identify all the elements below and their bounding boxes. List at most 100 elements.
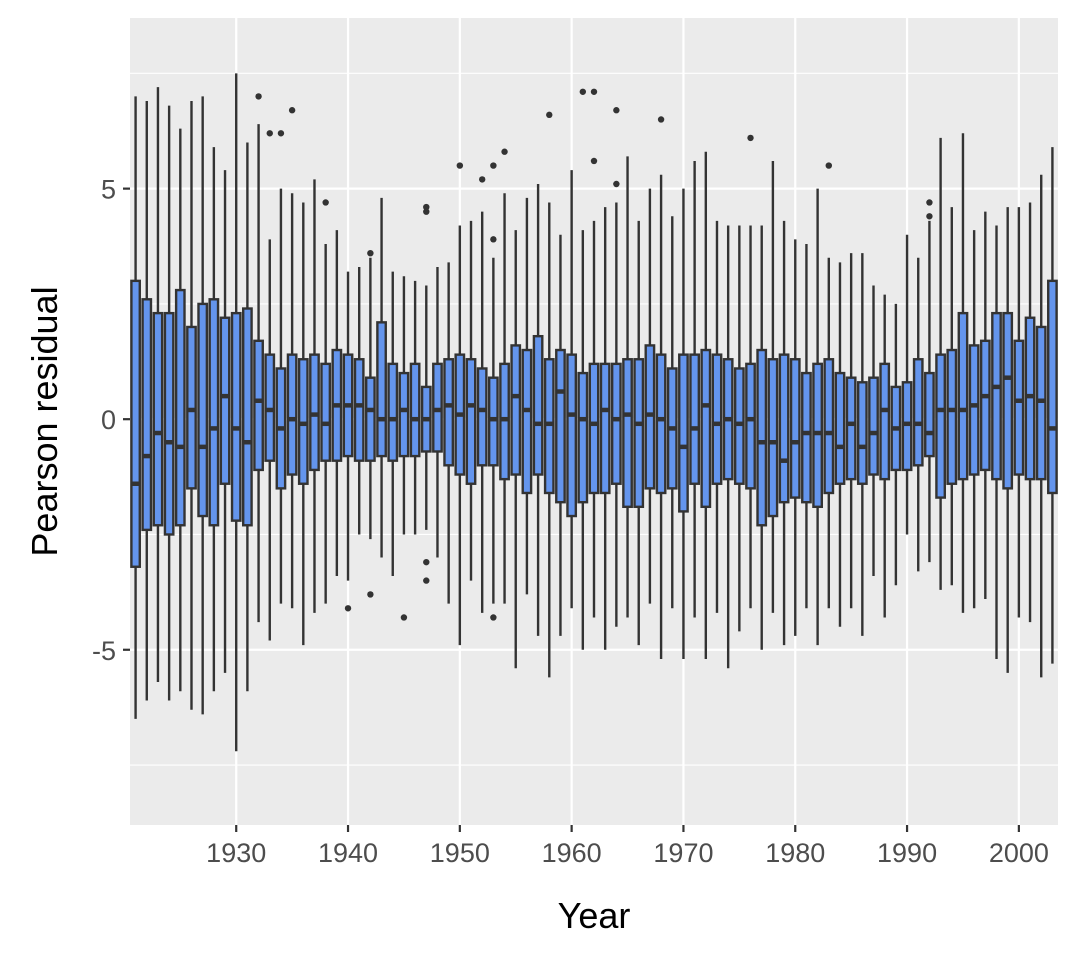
box-1981 <box>801 243 812 609</box>
box-1931 <box>242 142 253 692</box>
box-1938 <box>320 243 332 604</box>
box-iqr <box>823 358 835 495</box>
outlier-point <box>590 88 598 95</box>
y-axis-title: Pearson residual <box>24 286 65 556</box>
outlier-point <box>590 157 598 165</box>
box-1962 <box>588 220 600 618</box>
x-tick-label: 1970 <box>653 838 713 868</box>
box-1999 <box>1002 207 1014 673</box>
box-iqr <box>968 344 980 476</box>
box-1975 <box>733 225 745 632</box>
box-iqr <box>242 307 253 527</box>
box-iqr <box>364 376 376 462</box>
box-1932 <box>253 124 264 623</box>
box-1980 <box>789 239 801 636</box>
box-1986 <box>856 253 868 636</box>
box-1952 <box>476 211 488 613</box>
box-1994 <box>946 207 958 586</box>
box-iqr <box>879 362 891 481</box>
box-iqr <box>599 362 611 495</box>
box-iqr <box>387 362 399 462</box>
y-axis: -5 0 5 <box>92 175 130 666</box>
box-iqr <box>745 362 756 490</box>
box-iqr <box>487 376 499 467</box>
box-iqr <box>856 381 868 485</box>
box-iqr <box>1047 279 1058 495</box>
box-iqr <box>510 344 522 476</box>
outlier-point <box>255 93 262 100</box>
box-iqr <box>432 362 443 453</box>
box-2002 <box>1035 174 1047 678</box>
box-1926 <box>186 101 197 710</box>
box-2000 <box>1013 207 1025 618</box>
box-2003 <box>1047 147 1058 664</box>
box-iqr <box>957 311 969 481</box>
x-axis: 1930 1940 1950 1960 1970 1980 1990 2000 <box>206 825 1049 868</box>
box-1966 <box>633 220 645 646</box>
box-iqr <box>476 367 488 467</box>
box-iqr <box>733 367 745 485</box>
box-iqr <box>555 348 566 504</box>
box-1969 <box>666 216 678 609</box>
box-1972 <box>700 151 712 659</box>
box-1922 <box>141 101 153 701</box>
box-1946 <box>409 280 421 535</box>
box-1953 <box>487 257 499 604</box>
outlier-point <box>490 236 497 243</box>
outlier-point <box>266 130 273 137</box>
outlier-point <box>322 199 329 206</box>
outlier-point <box>657 116 665 123</box>
box-1927 <box>197 96 209 715</box>
box-iqr <box>868 376 879 476</box>
box-1991 <box>912 257 924 572</box>
box-iqr <box>812 362 824 509</box>
box-1998 <box>991 225 1002 659</box>
box-1923 <box>152 87 164 683</box>
box-iqr <box>655 353 667 495</box>
box-iqr <box>465 358 477 485</box>
box-iqr <box>588 362 600 495</box>
box-iqr <box>633 358 645 509</box>
box-1936 <box>297 202 309 646</box>
outlier-point <box>423 577 430 584</box>
x-axis-title: Year <box>558 895 631 936</box>
box-iqr <box>767 358 779 518</box>
outlier-point <box>579 88 587 95</box>
box-iqr <box>230 311 242 522</box>
box-1985 <box>845 253 857 609</box>
x-tick-label: 1960 <box>542 838 602 868</box>
box-1947 <box>420 285 432 530</box>
box-1924 <box>163 105 175 701</box>
box-iqr <box>286 353 298 476</box>
box-iqr <box>219 316 231 485</box>
box-1935 <box>286 193 298 609</box>
box-1982 <box>812 188 824 646</box>
box-iqr <box>197 302 209 518</box>
outlier-point <box>490 614 497 621</box>
box-1960 <box>566 170 578 609</box>
x-tick-label: 1980 <box>765 838 825 868</box>
box-1963 <box>599 207 611 650</box>
outlier-point <box>344 605 352 612</box>
box-iqr <box>320 362 332 462</box>
box-iqr <box>577 371 589 504</box>
box-1937 <box>309 179 320 613</box>
box-iqr <box>644 344 656 490</box>
box-iqr <box>130 279 141 568</box>
y-tick-label: 0 <box>101 405 116 435</box>
outliers <box>255 88 933 621</box>
box-iqr <box>443 358 455 467</box>
box-iqr <box>778 353 790 504</box>
box-1973 <box>711 220 723 613</box>
box-iqr <box>801 371 812 504</box>
box-1984 <box>834 262 846 627</box>
x-tick-label: 2000 <box>989 838 1049 868</box>
box-1945 <box>398 276 410 535</box>
box-iqr <box>1024 316 1036 481</box>
x-tick-label: 1930 <box>206 838 266 868</box>
outlier-point <box>400 614 408 621</box>
outlier-point <box>747 134 754 142</box>
outlier-point <box>367 591 374 598</box>
box-1977 <box>756 225 768 650</box>
box-iqr <box>935 353 946 499</box>
